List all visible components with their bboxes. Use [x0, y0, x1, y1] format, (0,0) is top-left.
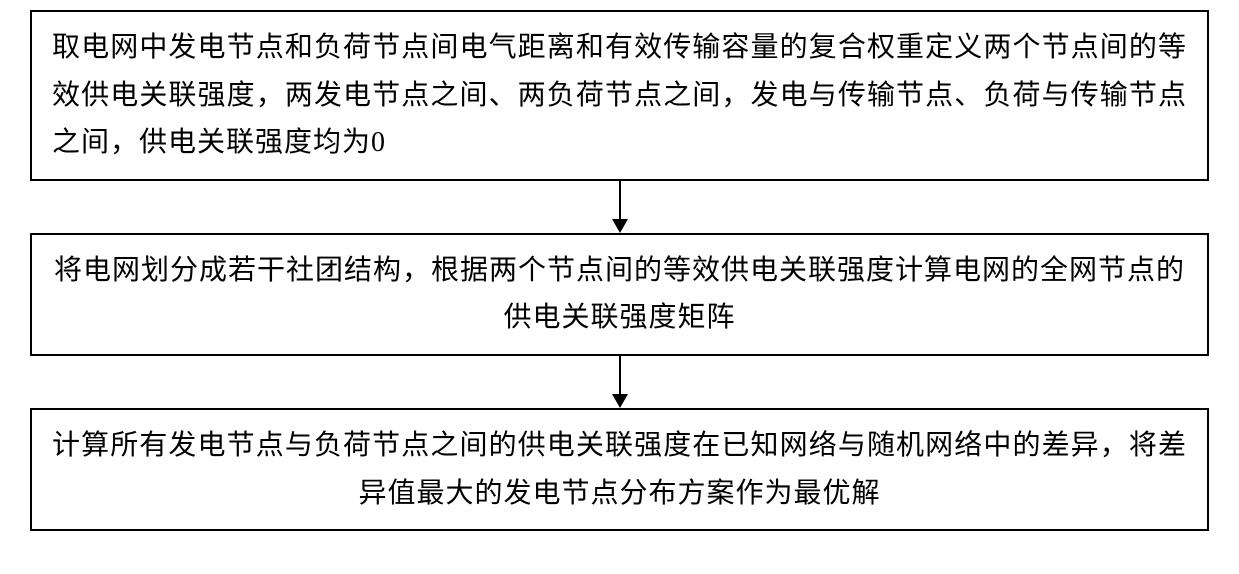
flowchart-step-3: 计算所有发电节点与负荷节点之间的供电关联强度在已知网络与随机网络中的差异，将差异…: [30, 408, 1209, 531]
arrow-head-icon: [612, 394, 628, 408]
flowchart-step-1: 取电网中发电节点和负荷节点间电气距离和有效传输容量的复合权重定义两个节点间的等效…: [30, 10, 1209, 181]
flowchart-step-2: 将电网划分成若干社团结构，根据两个节点间的等效供电关联强度计算电网的全网节点的供…: [30, 233, 1209, 356]
step-1-text: 取电网中发电节点和负荷节点间电气距离和有效传输容量的复合权重定义两个节点间的等效…: [52, 24, 1187, 167]
arrow-2: [612, 356, 628, 408]
arrow-head-icon: [612, 219, 628, 233]
step-2-text: 将电网划分成若干社团结构，根据两个节点间的等效供电关联强度计算电网的全网节点的供…: [52, 247, 1187, 342]
arrow-1: [612, 181, 628, 233]
flowchart-container: 取电网中发电节点和负荷节点间电气距离和有效传输容量的复合权重定义两个节点间的等效…: [30, 10, 1209, 531]
step-3-text: 计算所有发电节点与负荷节点之间的供电关联强度在已知网络与随机网络中的差异，将差异…: [52, 422, 1187, 517]
arrow-line-icon: [619, 181, 621, 221]
arrow-line-icon: [619, 356, 621, 396]
